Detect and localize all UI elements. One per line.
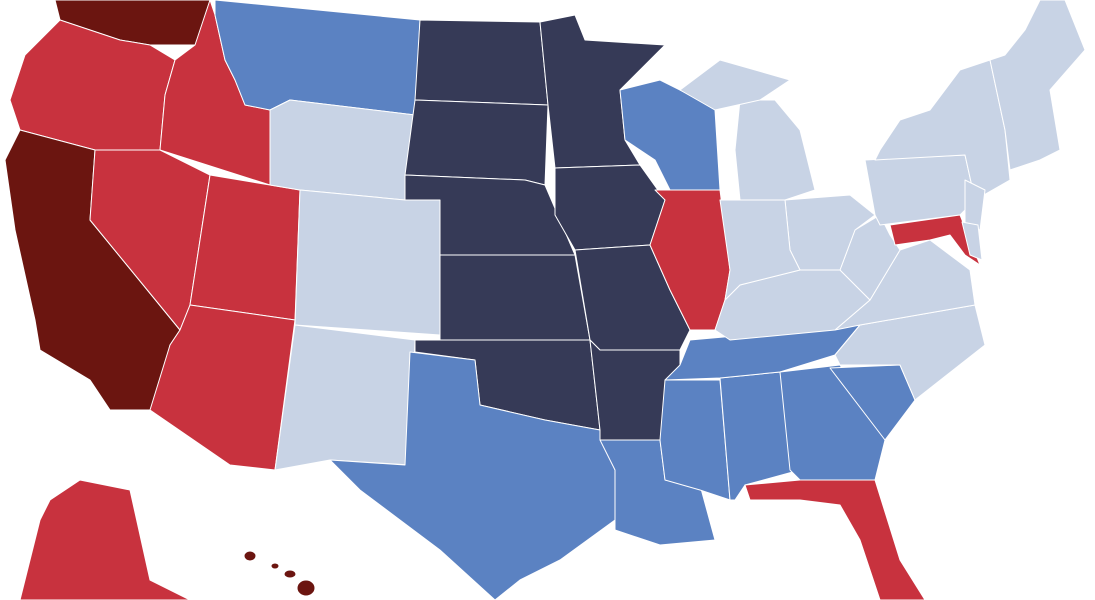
state-south-dakota[interactable] [404,99,549,186]
hawaii-island-3 [283,569,297,579]
state-mississippi[interactable] [659,379,731,501]
state-indiana[interactable] [719,199,801,301]
hawaii-island-2 [270,562,280,570]
hawaii-island-4 [296,579,316,597]
state-arizona[interactable] [149,304,296,471]
state-kansas[interactable] [439,254,591,341]
state-utah[interactable] [189,174,301,321]
state-alaska[interactable] [19,479,191,600]
state-hawaii[interactable] [243,550,316,597]
state-north-dakota[interactable] [414,19,549,106]
state-delaware[interactable] [961,221,983,261]
state-montana[interactable] [214,0,421,116]
state-wyoming[interactable] [269,99,416,201]
state-new-mexico[interactable] [274,324,416,471]
state-new-england[interactable] [989,0,1086,171]
state-colorado[interactable] [294,189,441,336]
state-texas[interactable] [329,351,616,600]
state-michigan-upper[interactable] [679,59,791,111]
state-new-jersey[interactable] [964,179,986,231]
state-florida[interactable] [744,479,926,600]
hawaii-island-1 [243,550,257,562]
state-michigan-lower[interactable] [734,99,816,201]
state-pennsylvania[interactable] [864,154,976,226]
state-tennessee[interactable] [664,324,861,381]
state-iowa[interactable] [554,164,666,251]
state-north-carolina[interactable] [834,304,986,401]
